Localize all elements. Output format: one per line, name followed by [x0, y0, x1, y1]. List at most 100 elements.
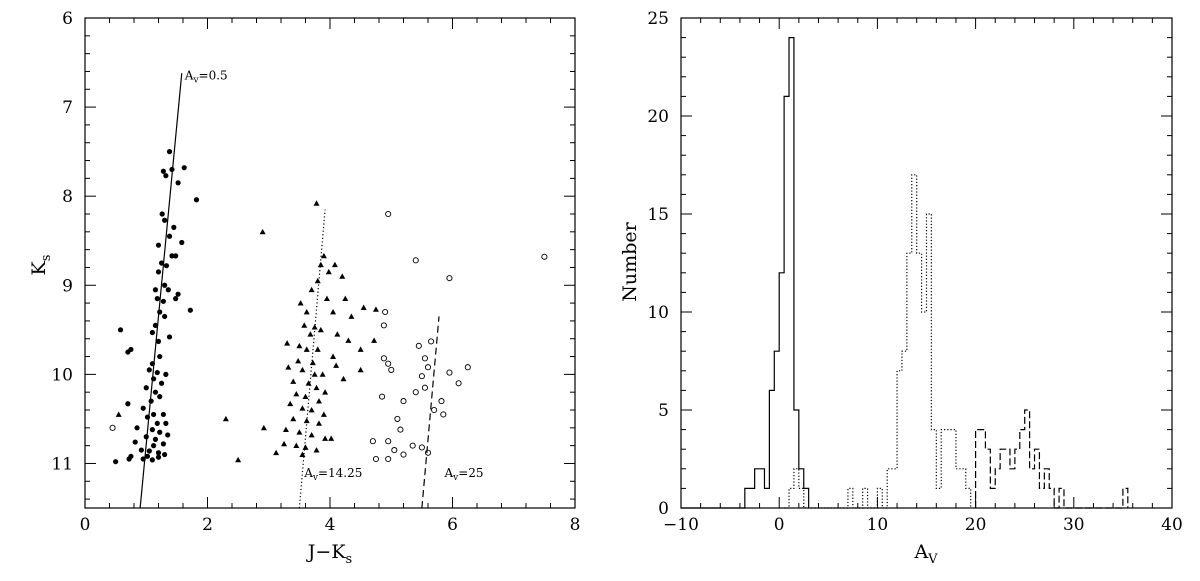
filled-triangle-point: [259, 228, 266, 235]
filled-triangle-point: [313, 447, 320, 453]
filled-circle-point: [163, 173, 169, 179]
histogram-dotted: [784, 174, 972, 509]
filled-triangle-point: [290, 378, 297, 384]
right-x-tick-label: −10: [663, 515, 699, 535]
open-circle-point: [424, 364, 432, 371]
filled-triangle-point: [299, 366, 306, 373]
open-circle-point: [418, 444, 425, 451]
filled-triangle-point: [281, 440, 288, 447]
filled-circle-point: [175, 180, 181, 186]
filled-circle-point: [157, 353, 163, 360]
filled-triangle-point: [295, 358, 302, 364]
filled-circle-point: [140, 405, 146, 411]
filled-triangle-point: [305, 380, 312, 386]
filled-triangle-point: [290, 415, 297, 422]
left-y-tick-label: 7: [62, 98, 73, 118]
filled-circle-point: [165, 432, 171, 438]
filled-triangle-point: [345, 337, 352, 343]
filled-circle-point: [152, 436, 159, 442]
open-circle-point: [464, 364, 471, 371]
open-circle-point: [109, 424, 116, 431]
filled-triangle-point: [308, 431, 315, 438]
filled-circle-point: [181, 165, 187, 171]
filled-circle-point: [173, 253, 179, 259]
left-x-axis-label: J−Ks: [306, 541, 352, 567]
filled-circle-point: [144, 453, 151, 459]
filled-circle-point: [166, 334, 173, 340]
filled-circle-point: [140, 456, 146, 462]
filled-circle-point: [169, 253, 175, 259]
filled-circle-point: [166, 149, 173, 155]
filled-circle-point: [171, 224, 177, 230]
extinction-annotation: Av=0.5: [184, 68, 228, 85]
filled-circle-point: [143, 434, 149, 440]
filled-triangle-point: [260, 424, 267, 431]
open-circle-point: [541, 253, 548, 260]
open-circle-point: [412, 257, 419, 264]
filled-circle-point: [149, 457, 155, 463]
filled-triangle-point: [303, 346, 310, 352]
filled-circle-point: [152, 287, 159, 293]
filled-triangle-point: [303, 309, 310, 315]
filled-triangle-point: [311, 324, 318, 330]
filled-triangle-point: [372, 306, 379, 312]
left-y-tick-label: 10: [51, 365, 73, 385]
open-circle-point: [385, 438, 392, 445]
filled-circle-point: [155, 269, 162, 275]
filled-triangle-point: [320, 411, 327, 417]
filled-circle-point: [163, 263, 170, 269]
left-y-axis-label: Ks: [28, 255, 54, 276]
open-circle-point: [391, 447, 398, 454]
filled-triangle-point: [317, 326, 324, 333]
filled-circle-point: [125, 349, 131, 355]
open-circle-point: [400, 398, 407, 405]
filled-circle-point: [154, 296, 160, 302]
filled-circle-point: [155, 454, 162, 460]
left-y-tick-label: 8: [62, 187, 73, 207]
scatter-points: [109, 149, 548, 465]
filled-triangle-point: [314, 346, 321, 352]
filled-triangle-point: [313, 384, 320, 391]
filled-triangle-point: [342, 295, 349, 302]
filled-triangle-point: [301, 322, 308, 328]
filled-circle-point: [134, 425, 140, 431]
extinction-line-solid: [139, 73, 183, 509]
filled-circle-point: [162, 282, 168, 288]
filled-circle-point: [144, 414, 151, 420]
open-circle-point: [400, 451, 407, 458]
filled-triangle-point: [308, 407, 315, 413]
open-circle-point: [409, 442, 416, 449]
right-tick-marks: [680, 17, 1173, 509]
filled-triangle-point: [303, 417, 310, 424]
filled-circle-point: [165, 287, 171, 293]
filled-circle-point: [163, 371, 169, 377]
color-magnitude-panel: 0 2 4 6 8 6 7 8 9 10 11 Av=0.5 Av=14.25 Av=25 J−Ks K…: [28, 9, 580, 567]
filled-circle-point: [193, 197, 200, 203]
filled-circle-point: [138, 447, 144, 453]
left-x-tick-label: 2: [202, 515, 213, 535]
filled-triangle-point: [333, 362, 340, 368]
filled-circle-point: [160, 298, 166, 304]
open-circle-point: [380, 322, 387, 329]
open-circle-point: [428, 338, 435, 345]
open-circle-point: [394, 415, 401, 422]
open-circle-point: [424, 449, 432, 456]
right-y-tick-label: 25: [647, 9, 669, 29]
right-y-tick-label: 20: [647, 107, 669, 127]
filled-triangle-point: [297, 300, 304, 306]
right-y-tick-label: 5: [658, 401, 669, 421]
open-circle-point: [388, 366, 395, 373]
filled-circle-point: [157, 394, 163, 400]
filled-triangle-point: [313, 200, 320, 206]
open-circle-point: [446, 275, 453, 282]
filled-triangle-point: [348, 313, 355, 319]
filled-circle-point: [175, 291, 181, 297]
filled-circle-point: [146, 367, 152, 373]
open-circle-point: [385, 360, 392, 367]
extinction-line-dashed: [421, 316, 440, 509]
filled-circle-point: [157, 429, 163, 435]
filled-triangle-point: [331, 261, 338, 268]
filled-circle-point: [158, 380, 165, 386]
open-circle-point: [446, 369, 453, 376]
